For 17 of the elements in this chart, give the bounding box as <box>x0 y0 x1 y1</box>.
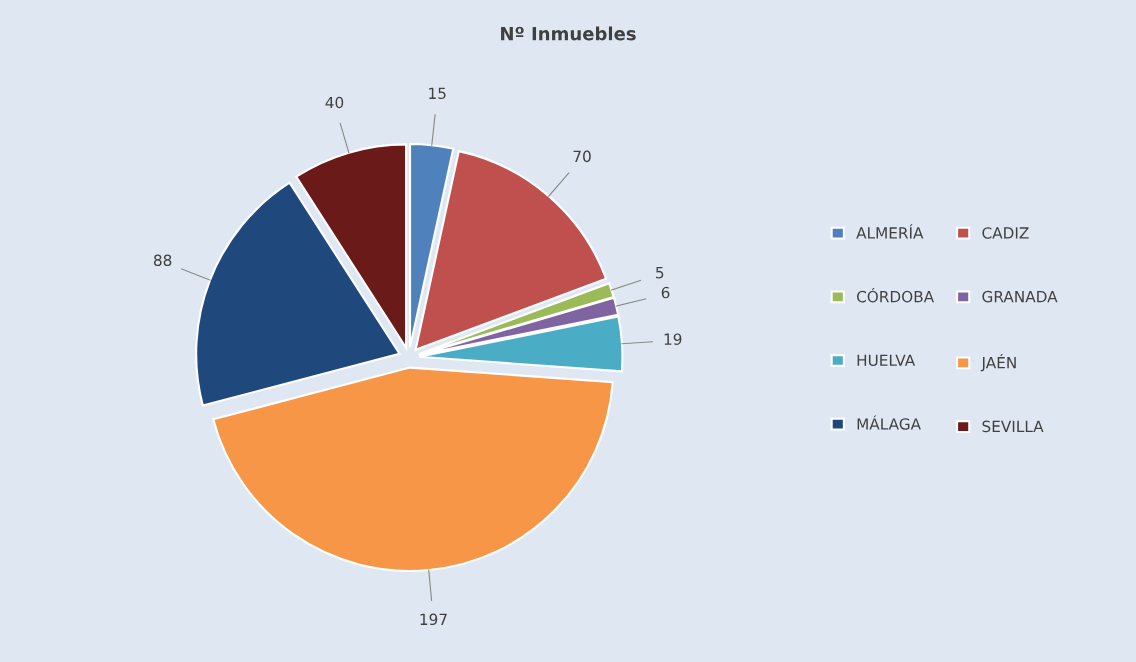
legend-label: CADIZ <box>982 227 1029 239</box>
data-label: 88 <box>153 254 172 267</box>
legend-label: HUELVA <box>857 354 916 367</box>
data-label: 15 <box>429 87 446 100</box>
legend-label: MÁLAGA <box>857 415 921 430</box>
chart-title: Nº Inmuebles <box>501 26 636 41</box>
legend-label: SEVILLA <box>982 420 1044 433</box>
legend-label: CÓRDOBA <box>856 288 935 303</box>
data-label: 19 <box>664 333 682 345</box>
legend-label: JAÉN <box>980 354 1016 372</box>
legend-label: GRANADA <box>982 290 1058 303</box>
data-label: 6 <box>661 286 670 299</box>
data-label: 40 <box>325 96 344 109</box>
legend-label: ALMERÍA <box>856 224 924 239</box>
data-label: 5 <box>656 267 664 279</box>
data-label: 197 <box>420 613 447 626</box>
data-label: 70 <box>573 150 591 163</box>
